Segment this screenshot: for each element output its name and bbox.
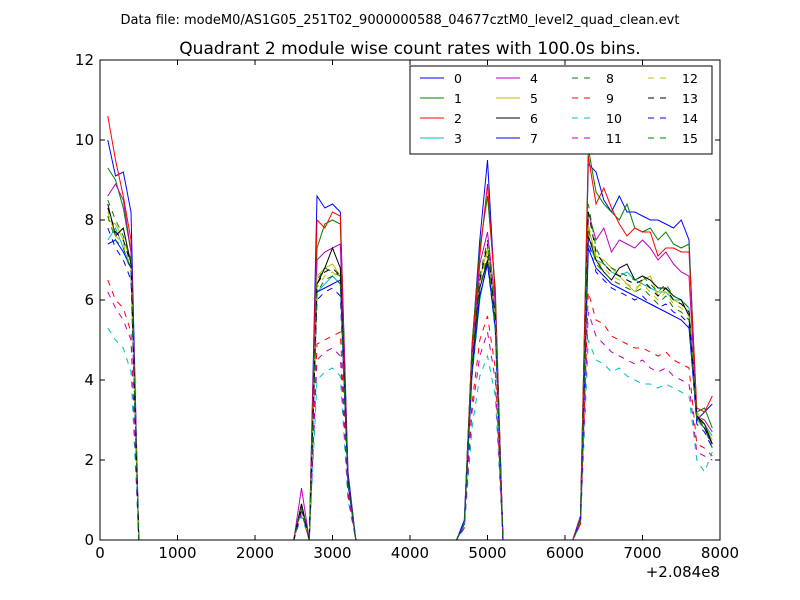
series-line-15 bbox=[107, 215, 713, 541]
series-line-3 bbox=[107, 226, 713, 541]
series-line-0 bbox=[107, 139, 713, 541]
legend-label-8: 8 bbox=[606, 71, 614, 86]
series-line-6 bbox=[107, 203, 713, 541]
x-tick-label: 6000 bbox=[546, 544, 584, 562]
chart-suptitle: Data file: modeM0/AS1G05_251T02_90000005… bbox=[121, 13, 680, 28]
series-line-8 bbox=[107, 199, 713, 541]
legend-label-11: 11 bbox=[606, 131, 622, 146]
x-tick-label: 2000 bbox=[236, 544, 274, 562]
series-line-9 bbox=[107, 279, 713, 541]
legend-label-6: 6 bbox=[530, 111, 538, 126]
series-line-7 bbox=[107, 239, 713, 541]
legend-label-14: 14 bbox=[682, 111, 698, 126]
series-line-1 bbox=[107, 147, 713, 541]
series-line-2 bbox=[107, 115, 713, 541]
x-tick-label: 0 bbox=[95, 544, 105, 562]
legend-box bbox=[409, 65, 713, 155]
x-tick-label: 4000 bbox=[391, 544, 429, 562]
series-line-12 bbox=[107, 211, 713, 541]
legend-label-3: 3 bbox=[454, 131, 462, 146]
series-line-5 bbox=[107, 219, 713, 541]
series-line-11 bbox=[107, 291, 713, 541]
legend-label-15: 15 bbox=[682, 131, 698, 146]
axis-ticks: 0 1000 2000 3000 4000 5000 6000 7000 80000246810… bbox=[75, 51, 739, 562]
legend-label-12: 12 bbox=[682, 71, 698, 86]
y-tick-label: 2 bbox=[84, 451, 94, 469]
x-offset-label: +2.084e8 bbox=[646, 563, 720, 581]
x-tick-label: 1000 bbox=[158, 544, 196, 562]
legend-label-2: 2 bbox=[454, 111, 462, 126]
x-tick-label: 5000 bbox=[468, 544, 506, 562]
y-tick-label: 0 bbox=[84, 531, 94, 549]
y-tick-label: 6 bbox=[84, 291, 94, 309]
y-tick-label: 4 bbox=[84, 371, 94, 389]
x-tick-label: 8000 bbox=[701, 544, 739, 562]
x-tick-label: 7000 bbox=[623, 544, 661, 562]
series-line-13 bbox=[107, 207, 713, 541]
legend-label-4: 4 bbox=[530, 71, 538, 86]
y-tick-label: 12 bbox=[75, 51, 94, 69]
y-tick-label: 8 bbox=[84, 211, 94, 229]
legend-label-5: 5 bbox=[530, 91, 538, 106]
legend-label-7: 7 bbox=[530, 131, 538, 146]
legend-label-1: 1 bbox=[454, 91, 462, 106]
legend-label-10: 10 bbox=[606, 111, 622, 126]
series-line-4 bbox=[107, 182, 713, 541]
y-tick-label: 10 bbox=[75, 131, 94, 149]
legend-label-9: 9 bbox=[606, 91, 614, 106]
legend-label-0: 0 bbox=[454, 71, 462, 86]
series-layer bbox=[107, 115, 713, 541]
x-tick-label: 3000 bbox=[313, 544, 351, 562]
chart-title: Quadrant 2 module wise count rates with … bbox=[179, 39, 640, 59]
legend-label-13: 13 bbox=[682, 91, 698, 106]
series-line-10 bbox=[107, 327, 713, 541]
